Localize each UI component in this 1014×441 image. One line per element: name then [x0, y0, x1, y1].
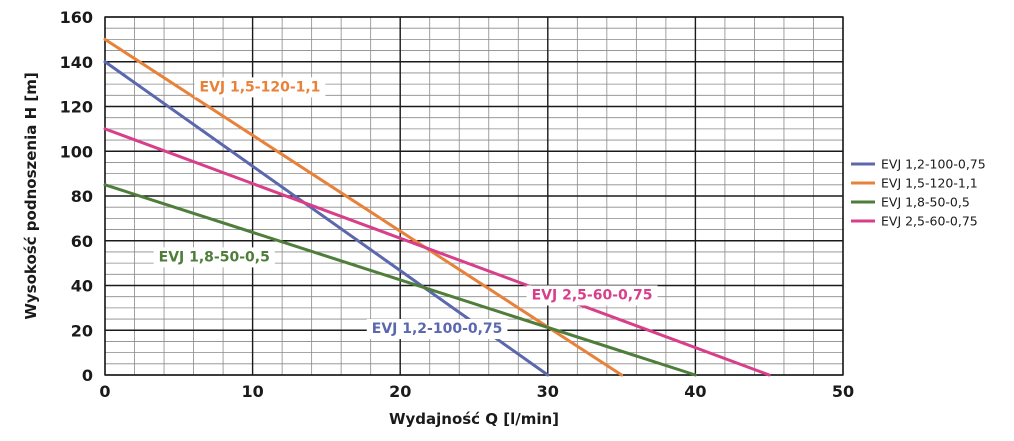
series-annotation: EVJ 1,8-50-0,5 — [159, 249, 270, 265]
series-annotations: EVJ 1,2-100-0,75 EVJ 1,5-120-1,1 EVJ 1,8-5… — [153, 77, 658, 340]
x-tick-label: 30 — [537, 382, 559, 401]
y-tick-label: 100 — [60, 142, 93, 161]
x-tick-label: 20 — [389, 382, 411, 401]
x-tick-label: 0 — [99, 382, 110, 401]
y-tick-label: 20 — [71, 321, 93, 340]
series-line — [103, 37, 624, 377]
tick-labels: 0 10 20 30 40 50 0 20 40 60 80 100 120 140 160 — [60, 8, 855, 401]
series-line — [103, 183, 697, 377]
annotation-background — [526, 285, 658, 306]
series-lines — [103, 37, 771, 377]
x-tick-label: 10 — [241, 382, 263, 401]
plot-frame — [104, 16, 844, 376]
y-tick-label: 60 — [71, 232, 93, 251]
x-tick-label: 50 — [832, 382, 854, 401]
series-annotation: EVJ 2,5-60-0,75 — [532, 287, 653, 303]
y-tick-label: 80 — [71, 187, 93, 206]
y-tick-label: 0 — [82, 366, 93, 385]
series-annotation: EVJ 1,2-100-0,75 — [372, 321, 503, 337]
legend-label: EVJ 1,5-120-1,1 — [881, 176, 978, 191]
x-tick-label: 40 — [684, 382, 706, 401]
major-grid — [104, 16, 844, 376]
series-line — [103, 127, 771, 377]
annotation-background — [366, 319, 508, 340]
series-annotation: EVJ 1,5-120-1,1 — [200, 79, 321, 95]
legend-label: EVJ 1,8-50-0,5 — [881, 195, 970, 210]
y-tick-label: 140 — [60, 53, 93, 72]
legend-label: EVJ 2,5-60-0,75 — [881, 214, 978, 229]
y-axis-title: Wysokość podnoszenia H [m] — [22, 72, 40, 319]
y-tick-label: 120 — [60, 98, 93, 117]
annotation-background — [194, 77, 326, 98]
y-tick-label: 160 — [60, 8, 93, 27]
legend-label: EVJ 1,2-100-0,75 — [881, 157, 986, 172]
y-tick-label: 40 — [71, 277, 93, 296]
annotation-background — [153, 247, 275, 268]
x-axis-title: Wydajność Q [l/min] — [389, 410, 559, 428]
legend: EVJ 1,2-100-0,75 EVJ 1,5-120-1,1 EVJ 1,8-5… — [851, 157, 986, 229]
